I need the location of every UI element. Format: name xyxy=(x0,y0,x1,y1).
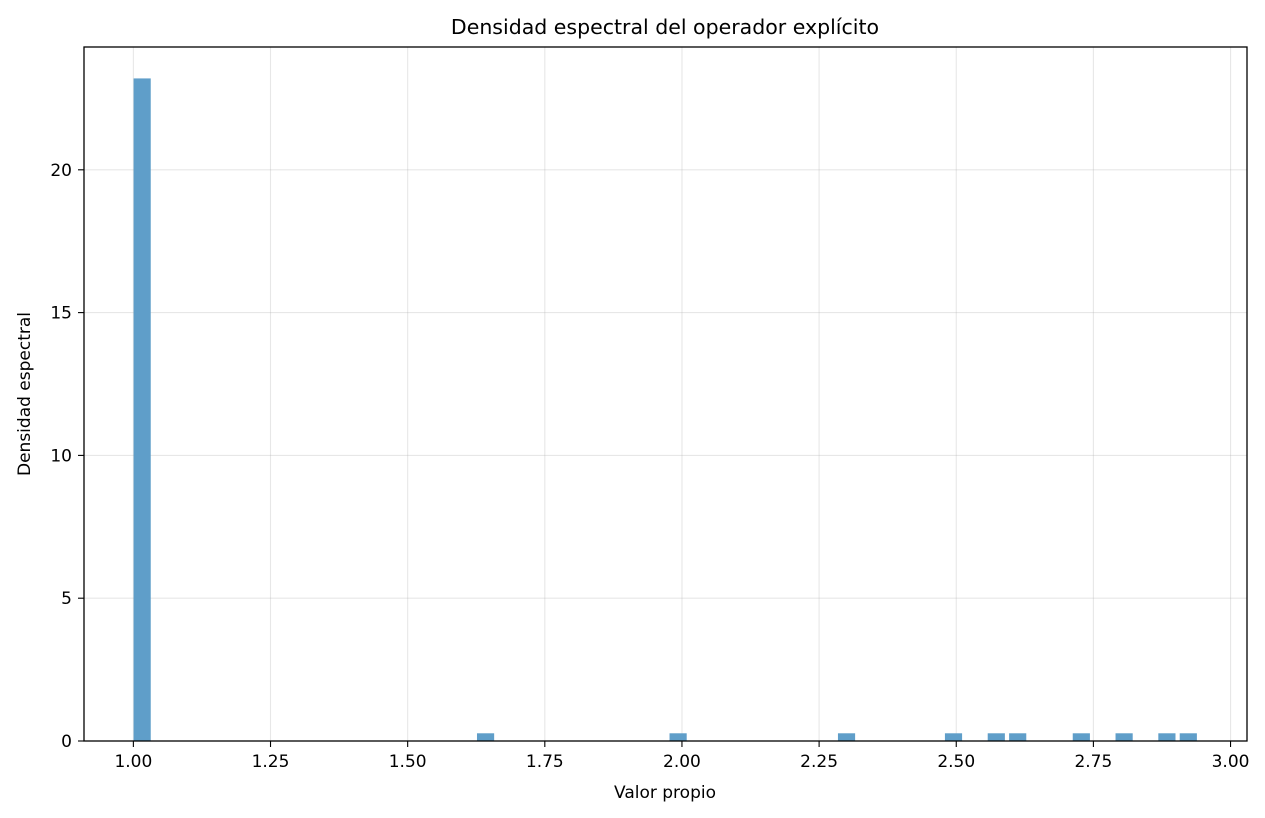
histogram-bar xyxy=(1115,733,1133,741)
plot-frame xyxy=(83,46,1248,742)
y-tick-label: 10 xyxy=(50,446,72,466)
x-tick-label: 1.50 xyxy=(389,752,427,772)
histogram-bar xyxy=(944,733,963,741)
histogram-bar xyxy=(669,733,687,741)
histogram-bar xyxy=(1009,733,1027,741)
x-tick-label: 1.00 xyxy=(114,752,152,772)
y-axis-title: Densidad espectral xyxy=(15,312,35,476)
x-tick-label: 2.75 xyxy=(1074,752,1112,772)
histogram-bar xyxy=(1179,733,1197,741)
y-tick-label: 0 xyxy=(61,732,72,752)
y-tick-label: 20 xyxy=(50,161,72,181)
chart-title: Densidad espectral del operador explícit… xyxy=(451,15,879,39)
x-axis-ticks: 1.00 1.25 1.50 1.75 2.00 2.25 2.50 2.75 3.00 xyxy=(114,741,1249,772)
histogram-bar xyxy=(1072,733,1090,741)
x-tick-label: 1.75 xyxy=(526,752,564,772)
x-tick-label: 1.25 xyxy=(252,752,290,772)
histogram-bars xyxy=(133,78,1197,741)
y-tick-label: 15 xyxy=(50,304,72,324)
x-axis-title: Valor propio xyxy=(614,783,716,803)
histogram-bar xyxy=(1158,733,1176,741)
histogram-bar xyxy=(837,733,856,741)
x-tick-label: 2.25 xyxy=(800,752,838,772)
histogram-bar xyxy=(987,733,1005,741)
histogram-bar xyxy=(133,78,151,741)
x-tick-label: 3.00 xyxy=(1212,752,1250,772)
y-axis-ticks: 0 5 10 15 20 xyxy=(50,161,84,752)
x-tick-label: 2.50 xyxy=(937,752,975,772)
x-tick-label: 2.00 xyxy=(663,752,701,772)
y-tick-label: 5 xyxy=(61,589,72,609)
histogram-bar xyxy=(476,733,495,741)
